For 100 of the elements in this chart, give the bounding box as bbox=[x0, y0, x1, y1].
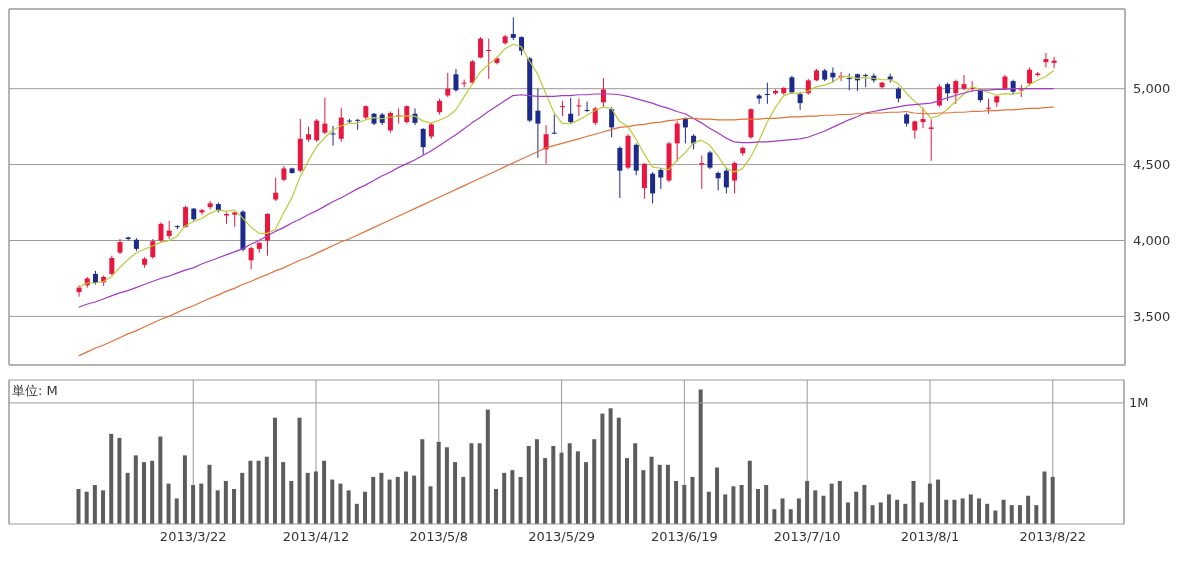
y-tick-label: 3,500 bbox=[1133, 309, 1171, 325]
bar bbox=[788, 509, 793, 524]
x-tick-label: 2013/3/22 bbox=[159, 529, 227, 545]
bar bbox=[518, 476, 523, 524]
candlestick bbox=[699, 155, 705, 190]
bar bbox=[133, 455, 138, 524]
bar bbox=[330, 479, 335, 524]
bar bbox=[936, 479, 941, 524]
bar bbox=[805, 480, 810, 524]
candlestick bbox=[658, 167, 664, 190]
bar bbox=[289, 480, 294, 524]
bar bbox=[84, 491, 89, 524]
bar bbox=[346, 490, 351, 524]
candlestick bbox=[936, 83, 942, 108]
candlestick bbox=[150, 238, 156, 260]
bar bbox=[150, 460, 155, 524]
bar bbox=[158, 436, 163, 524]
bar bbox=[616, 417, 621, 524]
bar bbox=[731, 486, 736, 524]
bar bbox=[510, 470, 515, 524]
y-tick-label: 4,000 bbox=[1133, 233, 1171, 249]
candlestick bbox=[535, 88, 541, 159]
bar bbox=[264, 456, 269, 524]
candlestick bbox=[953, 79, 959, 105]
candlestick bbox=[183, 205, 189, 229]
bar bbox=[354, 503, 359, 524]
bar bbox=[846, 502, 851, 524]
bar bbox=[665, 464, 670, 524]
x-tick-label: 2013/7/10 bbox=[773, 529, 841, 545]
bar bbox=[477, 443, 482, 524]
candlestick bbox=[314, 118, 320, 143]
candlestick bbox=[248, 246, 254, 270]
candlestick bbox=[1027, 66, 1033, 87]
bar bbox=[1001, 499, 1006, 524]
bar bbox=[297, 417, 302, 524]
candlestick bbox=[568, 97, 574, 125]
candlestick bbox=[330, 125, 336, 147]
bar bbox=[182, 455, 187, 524]
bar bbox=[755, 489, 760, 524]
candlestick bbox=[650, 171, 656, 204]
bar bbox=[1050, 476, 1055, 524]
bar bbox=[985, 503, 990, 524]
bar bbox=[305, 472, 310, 524]
bar bbox=[444, 447, 449, 524]
candlestick bbox=[674, 120, 680, 163]
bar bbox=[780, 498, 785, 524]
candlestick bbox=[453, 68, 459, 93]
candlestick bbox=[559, 100, 565, 117]
bar bbox=[698, 389, 703, 524]
candlestick bbox=[756, 93, 762, 105]
bar bbox=[633, 443, 638, 524]
bar bbox=[821, 495, 826, 524]
bar bbox=[371, 476, 376, 524]
bar bbox=[706, 491, 711, 524]
candlestick bbox=[928, 118, 934, 162]
candlestick bbox=[723, 167, 729, 194]
bar bbox=[403, 471, 408, 524]
bar bbox=[592, 439, 597, 524]
bar bbox=[395, 476, 400, 524]
y-axis-title: 単位: M bbox=[12, 383, 58, 398]
candlestick bbox=[797, 91, 803, 111]
bar bbox=[575, 451, 580, 524]
x-tick-label: 2013/8/22 bbox=[1019, 529, 1087, 545]
bar bbox=[363, 491, 368, 524]
bar bbox=[747, 460, 752, 524]
ref-line-label: 1M bbox=[1129, 395, 1149, 411]
bar bbox=[412, 475, 417, 524]
candlestick bbox=[961, 74, 967, 91]
candlestick bbox=[273, 177, 279, 202]
bar bbox=[215, 490, 220, 524]
bar bbox=[723, 494, 728, 524]
bar bbox=[600, 413, 605, 524]
candlestick bbox=[764, 82, 770, 105]
bar bbox=[1042, 471, 1047, 524]
bar bbox=[534, 439, 539, 524]
bar bbox=[281, 462, 286, 524]
bar bbox=[862, 484, 867, 524]
bar bbox=[657, 464, 662, 524]
bar bbox=[649, 456, 654, 524]
bar bbox=[379, 472, 384, 524]
line-series bbox=[78, 106, 1055, 357]
candlestick bbox=[404, 104, 410, 125]
bar bbox=[1017, 505, 1022, 524]
candlestick bbox=[592, 106, 598, 126]
bar bbox=[829, 483, 834, 524]
bar bbox=[715, 467, 720, 524]
bar bbox=[927, 483, 932, 524]
bar bbox=[1009, 505, 1014, 524]
bar bbox=[690, 476, 695, 524]
bar bbox=[944, 499, 949, 524]
candlestick bbox=[469, 59, 475, 85]
bar bbox=[895, 499, 900, 524]
x-tick-label: 2013/4/12 bbox=[282, 529, 350, 545]
bar bbox=[641, 470, 646, 524]
candlestick bbox=[715, 170, 721, 191]
bar bbox=[125, 472, 130, 524]
bar bbox=[313, 471, 318, 524]
bar bbox=[674, 480, 679, 524]
candlestick bbox=[486, 38, 492, 80]
y-tick-label: 4,500 bbox=[1133, 157, 1171, 173]
